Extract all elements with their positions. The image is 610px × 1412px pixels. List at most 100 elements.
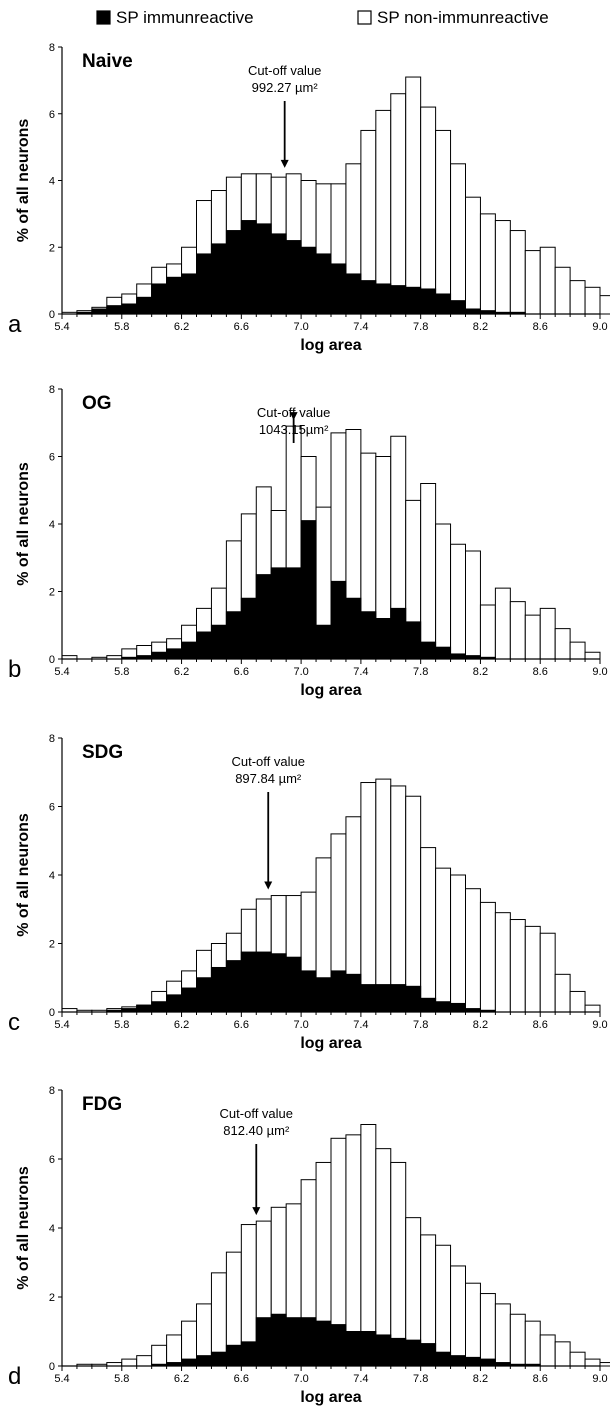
x-tick-label: 6.6: [234, 1373, 249, 1385]
bar-immunoreactive: [435, 1351, 452, 1367]
bar-immunoreactive: [240, 220, 257, 315]
bar-immunoreactive: [420, 997, 437, 1013]
panel-letter: b: [8, 656, 21, 683]
x-tick-label: 5.8: [114, 321, 129, 333]
bar-immunoreactive: [210, 243, 227, 315]
bar-immunoreactive: [240, 597, 257, 660]
x-tick-label: 9.0: [592, 1373, 607, 1385]
bar-non-immunoreactive: [554, 266, 571, 315]
y-tick-label: 8: [49, 733, 55, 745]
bar-immunoreactive: [285, 567, 302, 660]
bar-non-immunoreactive: [509, 1313, 526, 1367]
bar-immunoreactive: [330, 580, 347, 660]
bar-immunoreactive: [151, 651, 168, 660]
bar-immunoreactive: [435, 1001, 452, 1013]
bar-immunoreactive: [360, 984, 377, 1013]
bar-immunoreactive: [240, 1341, 257, 1367]
bar-immunoreactive: [255, 574, 272, 660]
bar-immunoreactive: [345, 597, 362, 660]
panel-b: 5.4 5.8 6.2 6.6 7.0 7.4 7.8 8.2 8.6 9.0 0 2 4 6 8 OG b lo…: [8, 384, 608, 699]
x-tick-label: 7.8: [413, 1019, 428, 1031]
bar-immunoreactive: [465, 1356, 481, 1367]
bar-immunoreactive: [270, 1313, 287, 1367]
bar-immunoreactive: [375, 283, 392, 315]
bar-immunoreactive: [270, 233, 287, 315]
bar-non-immunoreactive: [390, 1161, 407, 1367]
bar-immunoreactive: [435, 293, 452, 315]
bar-immunoreactive: [136, 296, 153, 315]
y-tick-label: 6: [49, 802, 55, 814]
bar-non-immunoreactive: [450, 1265, 466, 1367]
bar-immunoreactive: [479, 1358, 496, 1367]
bar-non-immunoreactive: [375, 778, 392, 1013]
bar-immunoreactive: [330, 970, 347, 1013]
x-tick-label: 7.0: [293, 1019, 308, 1031]
bar-non-immunoreactive: [166, 1334, 183, 1367]
bar-immunoreactive: [196, 253, 212, 315]
legend-label-non-immunoreactive: SP non-immunreactive: [377, 8, 549, 27]
bar-non-immunoreactive: [479, 213, 496, 315]
x-axis-label: log area: [300, 682, 361, 699]
y-tick-label: 8: [49, 1085, 55, 1097]
bar-immunoreactive: [225, 1344, 242, 1367]
bar-non-immunoreactive: [569, 641, 586, 660]
bar-non-immunoreactive: [569, 1351, 586, 1367]
x-tick-label: 9.0: [592, 666, 607, 678]
x-tick-label: 8.2: [473, 1373, 488, 1385]
bar-non-immunoreactive: [435, 1244, 452, 1367]
x-tick-label: 7.0: [293, 321, 308, 333]
bar-non-immunoreactive: [554, 973, 571, 1013]
x-tick-label: 8.6: [533, 666, 548, 678]
bar-non-immunoreactive: [509, 230, 526, 315]
bar-non-immunoreactive: [450, 163, 466, 315]
x-tick-label: 5.8: [114, 666, 129, 678]
x-tick-label: 5.4: [54, 1373, 69, 1385]
bar-immunoreactive: [181, 987, 197, 1013]
bar-immunoreactive: [91, 308, 108, 315]
bar-non-immunoreactive: [465, 1282, 481, 1367]
cutoff-value: 812.40 µm²: [223, 1123, 290, 1138]
bar-non-immunoreactive: [509, 601, 526, 660]
x-tick-label: 7.0: [293, 666, 308, 678]
bar-immunoreactive: [225, 230, 242, 315]
y-tick-label: 4: [49, 1223, 55, 1235]
y-tick-label: 6: [49, 1154, 55, 1166]
x-tick-label: 7.8: [413, 666, 428, 678]
bar-immunoreactive: [225, 611, 242, 660]
bar-non-immunoreactive: [539, 607, 556, 660]
bar-immunoreactive: [315, 977, 332, 1013]
bar-non-immunoreactive: [465, 550, 481, 660]
panel-title: FDG: [82, 1094, 122, 1115]
bar-immunoreactive: [375, 1334, 392, 1367]
y-tick-label: 0: [49, 1361, 55, 1373]
bar-non-immunoreactive: [554, 1341, 571, 1367]
y-axis-label: % of all neurons: [15, 119, 32, 243]
bar-immunoreactive: [390, 607, 407, 660]
x-tick-label: 8.2: [473, 1019, 488, 1031]
bar-non-immunoreactive: [539, 1334, 556, 1367]
y-tick-label: 2: [49, 242, 55, 254]
bar-immunoreactive: [360, 280, 377, 315]
x-tick-label: 7.4: [353, 666, 368, 678]
bar-non-immunoreactive-series: [76, 1124, 610, 1367]
x-tick-label: 7.4: [353, 1019, 368, 1031]
bar-non-immunoreactive: [479, 604, 496, 660]
legend-label-immunoreactive: SP immunreactive: [116, 8, 254, 27]
bar-non-immunoreactive: [584, 1004, 601, 1013]
bar-non-immunoreactive: [599, 295, 610, 315]
bar-non-immunoreactive: [494, 220, 511, 315]
bar-immunoreactive: [390, 1337, 407, 1367]
bar-non-immunoreactive: [524, 614, 541, 660]
legend-swatch-non-immunoreactive: [357, 10, 372, 25]
y-axis-label: % of all neurons: [15, 813, 32, 937]
bar-immunoreactive: [181, 273, 197, 315]
cutoff-label: Cut-off value: [220, 1106, 293, 1121]
bar-non-immunoreactive: [435, 867, 452, 1013]
y-tick-label: 2: [49, 1292, 55, 1304]
bar-non-immunoreactive: [584, 286, 601, 315]
bar-immunoreactive: [450, 1002, 466, 1013]
bar-immunoreactive: [315, 624, 332, 660]
bar-immunoreactive: [315, 1320, 332, 1367]
y-tick-label: 4: [49, 176, 55, 188]
bar-non-immunoreactive: [390, 785, 407, 1013]
